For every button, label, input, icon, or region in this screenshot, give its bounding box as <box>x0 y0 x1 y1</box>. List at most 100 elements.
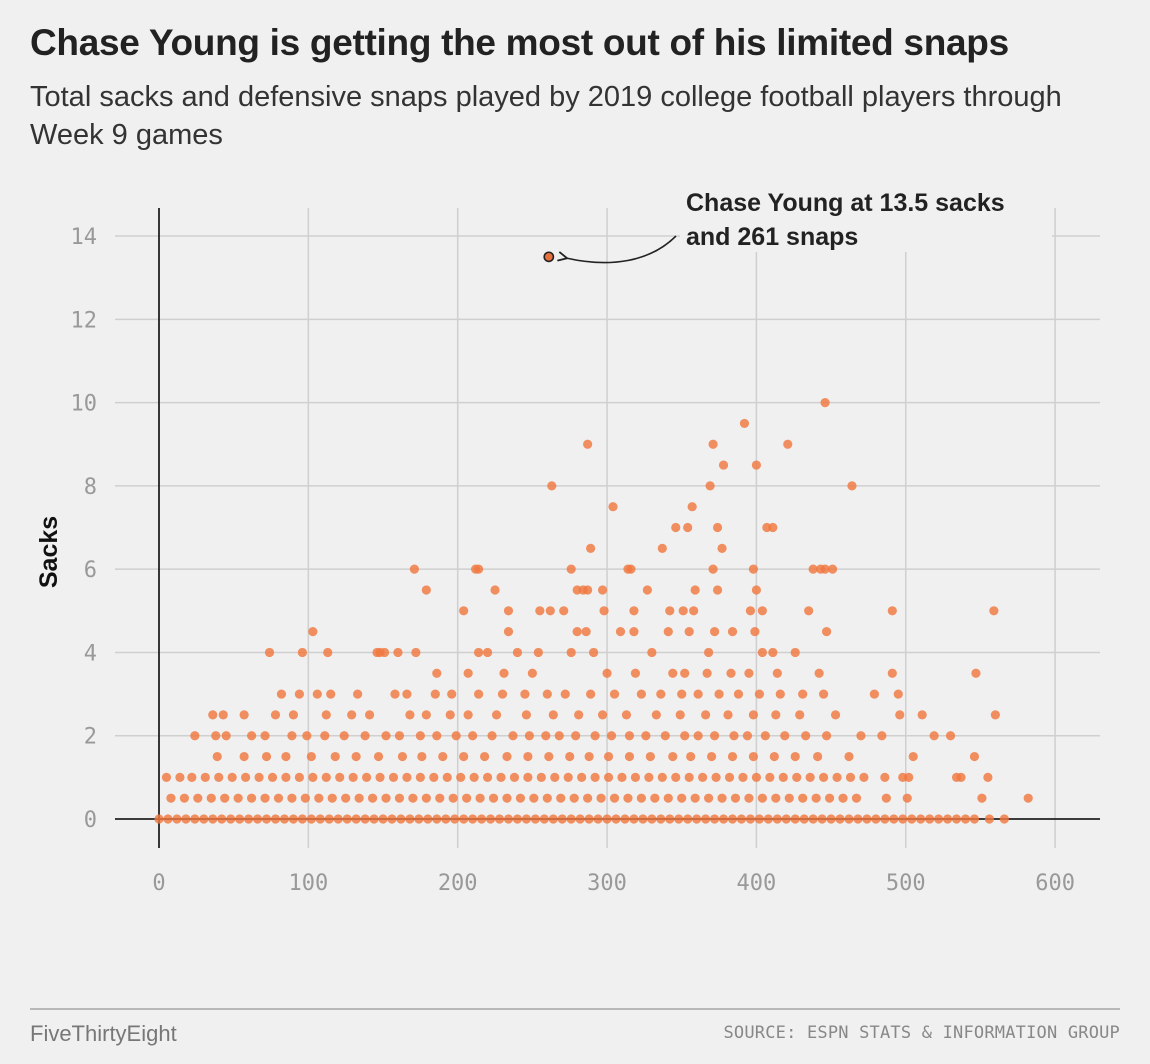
data-point <box>730 793 741 803</box>
data-point <box>675 710 685 720</box>
data-point <box>233 793 243 803</box>
data-point <box>680 731 690 741</box>
annotation-line-1: Chase Young at 13.5 sacks <box>686 189 1005 217</box>
data-point <box>709 627 720 637</box>
data-point <box>584 814 594 824</box>
data-point <box>279 814 290 824</box>
data-point <box>702 668 712 678</box>
data-point <box>677 793 687 803</box>
data-point <box>887 668 897 678</box>
data-point <box>523 751 533 762</box>
data-point <box>378 814 388 824</box>
data-point <box>239 751 249 762</box>
data-point <box>754 814 764 824</box>
data-point <box>629 627 639 637</box>
data-point <box>566 647 576 658</box>
data-point <box>423 814 433 824</box>
data-point <box>542 689 552 699</box>
data-point <box>709 731 720 741</box>
data-point <box>566 814 576 824</box>
data-point <box>750 627 760 637</box>
data-point <box>294 772 304 782</box>
data-point <box>832 772 842 782</box>
data-point <box>817 814 827 824</box>
data-point <box>683 814 693 824</box>
data-point <box>629 814 639 824</box>
data-point <box>983 772 993 782</box>
data-point <box>456 772 466 782</box>
data-point <box>769 751 779 762</box>
data-point <box>606 731 617 741</box>
data-point <box>351 751 361 762</box>
data-point <box>548 814 558 824</box>
data-point <box>375 647 385 658</box>
data-point <box>754 689 764 699</box>
data-point <box>342 814 352 824</box>
data-point <box>287 731 297 741</box>
data-point <box>539 814 549 824</box>
data-point <box>768 522 778 533</box>
data-point <box>190 814 200 824</box>
data-point <box>859 772 869 782</box>
data-point <box>708 439 718 449</box>
data-point <box>326 689 336 699</box>
data-point <box>261 814 272 824</box>
data-point <box>744 668 754 678</box>
data-point <box>381 731 391 741</box>
data-point <box>451 731 461 741</box>
data-point <box>821 731 832 741</box>
data-point <box>692 814 702 824</box>
data-point <box>1023 793 1033 803</box>
data-point <box>804 606 814 616</box>
data-point <box>497 689 508 699</box>
data-point <box>430 689 440 699</box>
data-point <box>723 710 733 720</box>
data-point <box>902 793 912 803</box>
data-point <box>638 814 648 824</box>
data-point <box>969 751 980 762</box>
data-point <box>929 731 939 741</box>
data-point <box>556 793 566 803</box>
data-point <box>396 814 406 824</box>
y-axis-label: Sacks <box>35 516 63 588</box>
data-point <box>656 689 666 699</box>
data-point <box>602 814 612 824</box>
data-point <box>727 627 738 637</box>
data-point <box>323 647 333 658</box>
data-point <box>508 731 518 741</box>
data-point <box>571 731 581 741</box>
data-point <box>586 543 596 553</box>
data-point <box>261 751 272 762</box>
data-point <box>474 647 484 658</box>
annotation-background <box>680 186 1052 252</box>
data-point <box>748 564 759 574</box>
data-point <box>636 793 647 803</box>
data-point <box>686 751 696 762</box>
data-point <box>668 751 678 762</box>
data-point <box>684 627 694 637</box>
data-point <box>569 793 579 803</box>
data-point <box>193 793 203 803</box>
data-point <box>390 689 400 699</box>
data-point <box>630 772 641 782</box>
data-point <box>264 647 275 658</box>
data-point <box>324 814 334 824</box>
data-point <box>674 814 684 824</box>
data-point <box>321 772 331 782</box>
scatter-chart: 0 2 4 6 8 10 12 14 0 100 200 300 400 500 600 Sacks Cha… <box>35 186 1100 896</box>
data-point <box>583 439 593 449</box>
data-point <box>745 606 756 616</box>
data-point <box>397 751 408 762</box>
data-point <box>642 585 652 595</box>
data-point <box>482 647 493 658</box>
data-point <box>590 772 600 782</box>
data-point <box>468 814 478 824</box>
data-point <box>693 689 703 699</box>
y-tick-label: 0 <box>84 808 97 833</box>
data-point <box>590 731 600 741</box>
data-point <box>680 668 690 678</box>
data-point <box>533 647 543 658</box>
data-point <box>748 710 759 720</box>
data-point <box>214 772 224 782</box>
data-point <box>880 814 890 824</box>
